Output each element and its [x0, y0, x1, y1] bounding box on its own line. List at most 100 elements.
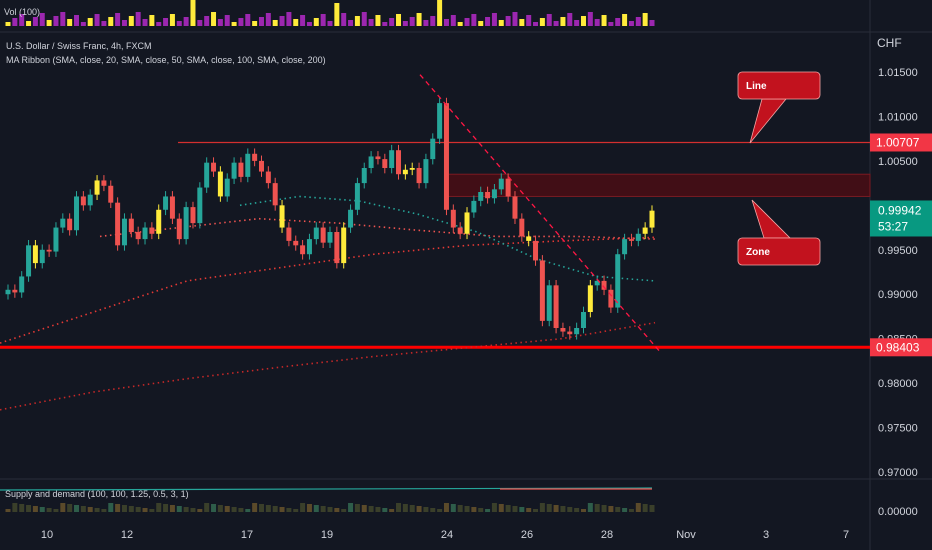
candle-body [443, 103, 449, 210]
indicator-axis-value: 0.00000 [878, 506, 918, 518]
current-price-text: 0.99942 [878, 203, 922, 217]
volume-bar [498, 20, 504, 26]
zone-callout-pointer [751, 199, 791, 239]
candle-body [306, 239, 312, 255]
volume-bar [101, 21, 107, 26]
sd-histogram-bar [354, 504, 360, 512]
sd-histogram-bar [19, 504, 25, 512]
candle-body [539, 260, 545, 321]
candle [587, 280, 593, 318]
candle [539, 255, 545, 327]
volume-bar [60, 12, 66, 26]
candle-body [450, 209, 456, 228]
sd-histogram-bar [265, 505, 271, 512]
sd-histogram-bar [121, 505, 127, 512]
sd-histogram-bar [176, 506, 182, 512]
sd-histogram-bar [12, 503, 18, 512]
candle [26, 240, 32, 282]
volume-bar [389, 18, 395, 26]
candle [443, 97, 449, 216]
candle-body [101, 180, 107, 186]
sd-histogram-bar [149, 509, 155, 512]
y-tick-label: 1.00500 [878, 156, 918, 168]
candle-body [176, 218, 182, 240]
sd-histogram-bar [5, 509, 11, 512]
candle-body [87, 194, 93, 206]
candle-body [169, 196, 175, 219]
candle-body [594, 280, 600, 286]
x-tick-label: 10 [41, 529, 53, 541]
candle [108, 180, 114, 208]
volume-bar [293, 19, 299, 26]
volume-bar [368, 19, 374, 26]
sd-histogram-bar [32, 506, 38, 512]
candle-body [416, 168, 422, 184]
candle-body [519, 218, 525, 237]
sd-histogram-bar [443, 503, 449, 512]
ma-50-line [99, 217, 656, 240]
candle [567, 326, 573, 340]
volume-bar [539, 18, 545, 26]
candle-body [197, 187, 203, 224]
candle [19, 271, 25, 298]
candle [163, 191, 169, 216]
candle [39, 244, 45, 269]
candle-body [580, 312, 586, 328]
candle [533, 235, 539, 266]
candle-body [94, 180, 100, 195]
candle [546, 280, 552, 327]
candle-body [512, 196, 518, 219]
sd-histogram-bar [622, 508, 628, 512]
volume-bar [601, 15, 607, 26]
volume-bar [211, 12, 217, 26]
candle [526, 231, 532, 247]
sd-histogram-bar [361, 505, 367, 512]
candle-body [12, 289, 18, 293]
candle-body [320, 227, 326, 243]
sd-histogram-bar [183, 507, 189, 512]
volume-bar [519, 19, 525, 26]
candle [601, 275, 607, 296]
y-tick-label: 0.99000 [878, 289, 918, 301]
sd-histogram-bar [430, 508, 436, 512]
volume-bar [574, 20, 580, 26]
volume-bar [594, 19, 600, 26]
candle-body [5, 289, 11, 295]
candle [334, 226, 340, 269]
sd-histogram-bar [348, 503, 354, 512]
x-tick-label: 7 [843, 529, 849, 541]
candle [437, 97, 443, 144]
candle-body [211, 162, 217, 172]
candle-body [361, 168, 367, 184]
candle [101, 175, 107, 192]
volume-bar [67, 19, 73, 26]
candle [217, 166, 223, 202]
candle-body [389, 150, 395, 168]
candle-body [39, 249, 45, 264]
candle [354, 177, 360, 216]
volume-bar [183, 17, 189, 26]
candle-body [354, 183, 360, 210]
sd-histogram-bar [190, 508, 196, 512]
candle-body [498, 178, 504, 190]
candle-body [272, 183, 278, 206]
volume-bar [12, 18, 18, 26]
sd-histogram-bar [252, 503, 258, 512]
sd-histogram-bar [197, 509, 203, 512]
sd-histogram-bar [46, 508, 52, 512]
candle-body [163, 196, 169, 210]
candle [512, 191, 518, 224]
sd-histogram-bar [375, 507, 381, 512]
sd-histogram-bar [608, 506, 614, 512]
sd-histogram-bar [574, 508, 580, 512]
sd-histogram-bar [533, 509, 539, 512]
volume-bar [272, 20, 278, 26]
volume-bar [5, 22, 11, 26]
support-level-tag-bg [870, 338, 932, 357]
sd-histogram-bar [169, 505, 175, 512]
candle [382, 153, 388, 174]
sd-upper-line [0, 487, 653, 491]
candle-body [567, 331, 573, 335]
y-tick-label: 0.98000 [878, 378, 918, 390]
